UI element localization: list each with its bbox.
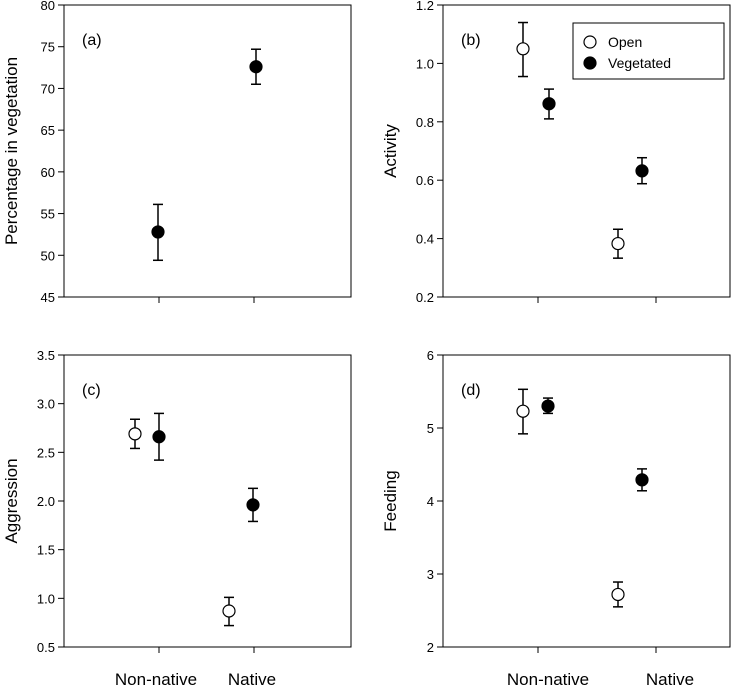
y-tick-label: 1.2 <box>416 0 434 13</box>
y-tick-label: 45 <box>41 290 55 305</box>
marker-vegetated <box>635 473 649 487</box>
marker-vegetated <box>635 164 649 178</box>
y-tick-label: 2.5 <box>37 445 55 460</box>
y-axis-title: Feeding <box>381 470 400 531</box>
marker-vegetated <box>249 60 263 74</box>
y-tick-label: 0.4 <box>416 232 434 247</box>
data-point-vegetated-native <box>246 487 260 523</box>
y-tick-label: 2 <box>427 640 434 655</box>
y-tick-label: 5 <box>427 421 434 436</box>
data-point-vegetated-native <box>635 156 649 185</box>
plot-frame <box>63 354 352 648</box>
marker-vegetated <box>246 498 260 512</box>
y-tick-label: 1.5 <box>37 543 55 558</box>
y-tick-label: 4 <box>427 494 434 509</box>
y-axis-title: Activity <box>381 124 400 178</box>
marker-open <box>516 42 530 56</box>
panel-label: (b) <box>461 32 481 49</box>
x-category-label: Non-native <box>115 670 197 689</box>
data-point-open-nonnative <box>516 388 530 435</box>
marker-open <box>611 236 625 251</box>
data-point-open-nonnative <box>516 21 530 78</box>
panel-d: 2 3 4 5 6 Feeding (d) Non-native Native <box>381 348 731 689</box>
y-axis-title: Aggression <box>2 458 21 543</box>
data-point-vegetated-nonnative <box>152 412 166 461</box>
data-point-vegetated-nonnative <box>151 203 165 262</box>
panel-a: 45 50 55 60 65 70 75 80 Percentage in vegetation… <box>2 0 352 305</box>
x-category-label: Native <box>646 670 694 689</box>
y-tick-label: 3.0 <box>37 397 55 412</box>
x-category-label: Native <box>228 670 276 689</box>
panel-c: 0.5 1.0 1.5 2.0 2.5 3.0 3.5 Aggression (c) Non-na… <box>2 348 352 689</box>
y-tick-label: 2.0 <box>37 494 55 509</box>
legend-marker-open <box>583 35 597 49</box>
y-tick-label: 1.0 <box>416 56 434 71</box>
y-axis-title: Percentage in vegetation <box>2 57 21 245</box>
y-tick-label: 0.5 <box>37 640 55 655</box>
panel-label: (a) <box>82 32 102 49</box>
legend: Open Vegetated <box>572 22 725 80</box>
data-point-open-nonnative <box>128 418 142 450</box>
data-point-open-native <box>222 596 236 627</box>
x-category-label: Non-native <box>507 670 589 689</box>
y-tick-label: 0.8 <box>416 115 434 130</box>
plot-frame <box>442 354 731 648</box>
marker-open <box>128 427 142 441</box>
legend-label: Open <box>608 34 642 50</box>
marker-vegetated <box>541 399 555 413</box>
data-point-vegetated-nonnative <box>541 397 555 415</box>
data-point-open-native <box>611 581 625 608</box>
y-tick-label: 55 <box>41 207 55 222</box>
marker-open <box>516 404 530 418</box>
y-tick-label: 6 <box>427 348 434 363</box>
y-tick-label: 60 <box>41 165 55 180</box>
legend-label: Vegetated <box>608 55 671 71</box>
y-tick-label: 3 <box>427 567 434 582</box>
y-tick-label: 70 <box>41 81 55 96</box>
marker-open <box>611 587 625 602</box>
plot-frame <box>63 4 352 298</box>
data-point-vegetated-native <box>249 48 263 86</box>
panel-label: (d) <box>461 382 481 399</box>
marker-vegetated <box>542 97 556 111</box>
panel-label: (c) <box>82 382 101 399</box>
legend-box <box>572 22 725 80</box>
y-tick-label: 0.6 <box>416 173 434 188</box>
y-tick-label: 3.5 <box>37 348 55 363</box>
y-tick-label: 1.0 <box>37 591 55 606</box>
data-point-vegetated-native <box>635 468 649 492</box>
legend-marker-vegetated <box>583 56 597 70</box>
y-tick-label: 0.2 <box>416 290 434 305</box>
y-tick-label: 50 <box>41 248 55 263</box>
y-tick-label: 65 <box>41 123 55 138</box>
y-tick-label: 80 <box>41 0 55 13</box>
marker-vegetated <box>152 430 166 444</box>
data-point-vegetated-nonnative <box>542 88 556 120</box>
panel-b: 0.2 0.4 0.6 0.8 1.0 1.2 Activity (b) Open Vegetat… <box>381 0 731 305</box>
marker-open <box>222 604 236 618</box>
data-point-open-native <box>611 228 625 259</box>
plot-frame <box>442 4 731 298</box>
marker-vegetated <box>151 225 165 239</box>
y-tick-label: 75 <box>41 40 55 55</box>
